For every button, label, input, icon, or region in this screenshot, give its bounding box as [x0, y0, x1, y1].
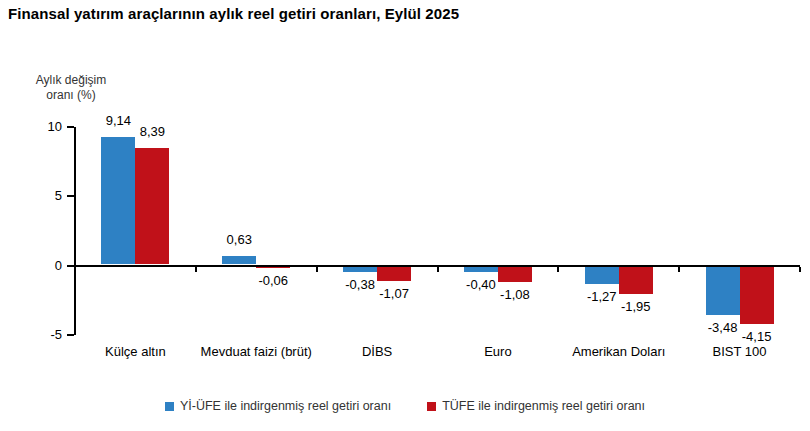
chart-canvas: Finansal yatırım araçlarının aylık reel … [0, 0, 810, 431]
x-tick [195, 267, 197, 272]
category-label: Külçe altın [75, 344, 196, 359]
x-tick [799, 267, 801, 272]
legend-item-yiufe: Yİ-ÜFE ile indirgenmiş reel getiri oranı [165, 399, 391, 413]
legend-label-yiufe: Yİ-ÜFE ile indirgenmiş reel getiri oranı [180, 399, 391, 413]
legend-item-tufe: TÜFE ile indirgenmiş reel getiri oranı [427, 399, 645, 413]
y-axis-line [74, 127, 76, 336]
x-tick [678, 267, 680, 272]
bar-tufe [740, 267, 774, 325]
bar-yiufe [101, 137, 135, 264]
y-tick [67, 334, 74, 336]
legend-swatch-yiufe-icon [165, 402, 174, 411]
value-label-tufe: -4,15 [727, 329, 787, 344]
value-label-tufe: -1,07 [364, 286, 424, 301]
category-label: BIST 100 [679, 344, 800, 359]
bar-tufe [256, 267, 290, 269]
category-label: Euro [438, 344, 559, 359]
category-label: DİBS [317, 344, 438, 359]
value-label-tufe: -1,95 [606, 299, 666, 314]
value-label-yiufe: 0,63 [209, 232, 269, 247]
legend: Yİ-ÜFE ile indirgenmiş reel getiri oranı… [0, 399, 810, 413]
y-tick-label: 0 [26, 258, 62, 274]
bar-tufe [135, 148, 169, 265]
x-tick [557, 267, 559, 272]
x-tick [316, 267, 318, 272]
y-tick [67, 126, 74, 128]
bar-yiufe [706, 267, 740, 315]
category-label: Mevduat faizi (brüt) [196, 344, 317, 359]
value-label-tufe: -0,06 [243, 273, 303, 288]
value-label-tufe: 8,39 [122, 124, 182, 139]
y-tick-label: 10 [26, 119, 62, 135]
legend-label-tufe: TÜFE ile indirgenmiş reel getiri oranı [442, 399, 645, 413]
bar-tufe [498, 267, 532, 282]
bar-tufe [619, 267, 653, 294]
plot-area: 1050-59,148,39Külçe altın0,63-0,06Mevdua… [0, 0, 810, 431]
bar-yiufe [222, 256, 256, 265]
bar-yiufe [585, 267, 619, 285]
x-tick [437, 267, 439, 272]
bar-yiufe [343, 267, 377, 272]
bar-tufe [377, 267, 411, 282]
y-tick [67, 265, 74, 267]
category-label: Amerikan Doları [558, 344, 679, 359]
y-tick-label: -5 [26, 327, 62, 343]
y-tick [67, 195, 74, 197]
legend-swatch-tufe-icon [427, 402, 436, 411]
value-label-tufe: -1,08 [485, 287, 545, 302]
y-tick-label: 5 [26, 188, 62, 204]
bar-yiufe [464, 267, 498, 273]
